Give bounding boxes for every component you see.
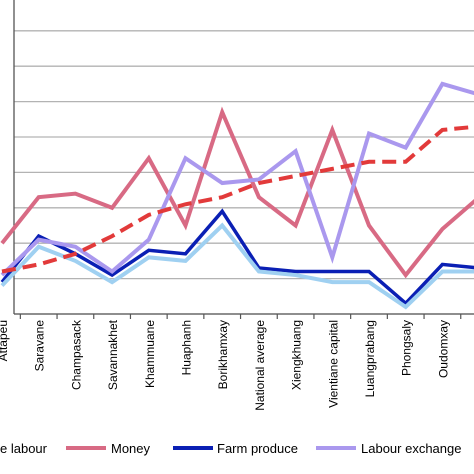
legend-label-farm-produce: Farm produce — [217, 441, 298, 456]
x-tick-label: Khammuane — [143, 320, 157, 388]
series-line-farm-produce — [0, 208, 474, 306]
x-tick-label: Savannakhet — [106, 319, 120, 390]
legend-item-labour-exchange[interactable]: Labour exchange — [316, 441, 461, 456]
legend: e labour Money Farm produce Labour excha… — [0, 441, 461, 456]
legend-label-labour-exchange: Labour exchange — [361, 441, 461, 456]
x-tick-label: Attapeu — [0, 320, 10, 361]
series-line-labour-exchange — [0, 81, 474, 277]
legend-item-0[interactable]: e labour — [0, 441, 48, 456]
x-tick-label: Luangprabang — [363, 320, 377, 397]
series-line-unlabelled-4 — [1, 124, 474, 274]
legend-item-farm-produce[interactable]: Farm produce — [173, 441, 298, 456]
x-tick-label: Huaphanh — [180, 320, 194, 375]
x-tick-label: Champasack — [69, 319, 83, 390]
x-tick-label: Phongsaly — [400, 320, 414, 376]
legend-label-0: e labour — [0, 441, 48, 456]
x-tick-label: National average — [253, 320, 267, 411]
legend-label-money: Money — [111, 441, 151, 456]
x-tick-label: Vientiane capital — [326, 320, 340, 408]
legend-item-money[interactable]: Money — [66, 441, 151, 456]
x-tick-labels: Attapeu Saravane Champasack Savannakhet Kham… — [0, 319, 474, 411]
series-line-unlabelled-3 — [0, 222, 474, 310]
x-tick-label: Xiengkhuang — [290, 320, 304, 390]
series-line-money — [0, 106, 474, 279]
x-tick-label: Oudomxay — [436, 320, 450, 378]
x-tick-label: Borikhamxay — [216, 320, 230, 389]
series-lines — [0, 81, 474, 310]
x-tick-label: Saravane — [33, 320, 47, 372]
